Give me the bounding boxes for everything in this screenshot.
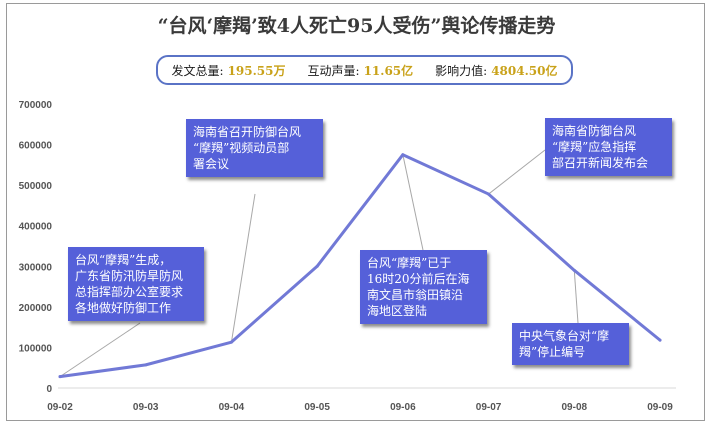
x-tick-label: 09-02: [47, 402, 73, 413]
x-tick-label: 09-09: [647, 402, 673, 413]
y-tick-label: 500000: [19, 181, 53, 192]
stat-total-posts: 发文总量: 195.55万: [172, 62, 286, 79]
x-tick-label: 09-06: [390, 402, 416, 413]
annotation-leader-line: [488, 149, 546, 195]
annotation-leader-line: [230, 193, 256, 343]
series-line: [58, 153, 662, 379]
stat-influence: 影响力值: 4804.50亿: [435, 62, 557, 79]
annotation-box: 海南省召开防御台风 “摩羯”视频动员部 署会议: [186, 119, 323, 177]
x-tick-label: 09-03: [133, 402, 159, 413]
data-point: [315, 264, 319, 268]
stat-total-posts-value: 195.55万: [227, 63, 286, 78]
stat-influence-value: 4804.50亿: [491, 63, 558, 78]
data-point: [572, 268, 576, 272]
data-point: [144, 363, 148, 367]
annotation-leader-line: [59, 322, 141, 378]
stat-interaction: 互动声量: 11.65亿: [308, 62, 414, 79]
annotation-leader-line: [573, 270, 579, 324]
annotation-box: 台风“摩羯”已于 16时20分前后在海 南文昌市翁田镇沿 海地区登陆: [360, 250, 487, 324]
x-tick-label: 09-05: [304, 402, 330, 413]
annotation-box: 台风“摩羯”生成， 广东省防汛防旱防风 总指挥部办公室要求 各地做好防御工作: [68, 247, 204, 321]
stat-total-posts-label: 发文总量:: [171, 63, 224, 78]
y-tick-label: 200000: [19, 303, 53, 314]
stat-interaction-label: 互动声量:: [307, 63, 360, 78]
data-point: [401, 153, 405, 157]
y-tick-label: 700000: [19, 100, 53, 111]
y-tick-label: 300000: [19, 262, 53, 273]
chart-title: “台风‘摩羯’致4人死亡95人受伤”舆论传播走势: [157, 15, 556, 37]
y-tick-label: 0: [46, 384, 52, 395]
data-point: [658, 338, 662, 342]
y-tick-label: 100000: [19, 343, 53, 354]
x-tick-label: 09-07: [476, 402, 502, 413]
annotation-box: 海南省防御台风 “摩羯”应急指挥 部召开新闻发布会: [545, 118, 672, 176]
annotation-leader-line: [402, 154, 424, 251]
data-point: [487, 192, 491, 196]
annotation-box: 中央气象台对“摩 羯”停止编号: [512, 323, 629, 365]
x-tick-label: 09-08: [561, 402, 587, 413]
stat-influence-label: 影响力值:: [435, 63, 488, 78]
data-point: [58, 375, 62, 379]
y-tick-label: 400000: [19, 222, 53, 233]
y-tick-label: 600000: [19, 141, 53, 152]
data-point: [229, 340, 233, 344]
x-tick-label: 09-04: [219, 402, 245, 413]
stats-summary-box: 发文总量: 195.55万 互动声量: 11.65亿 影响力值: 4804.50亿: [156, 55, 573, 85]
stat-interaction-value: 11.65亿: [363, 63, 414, 78]
